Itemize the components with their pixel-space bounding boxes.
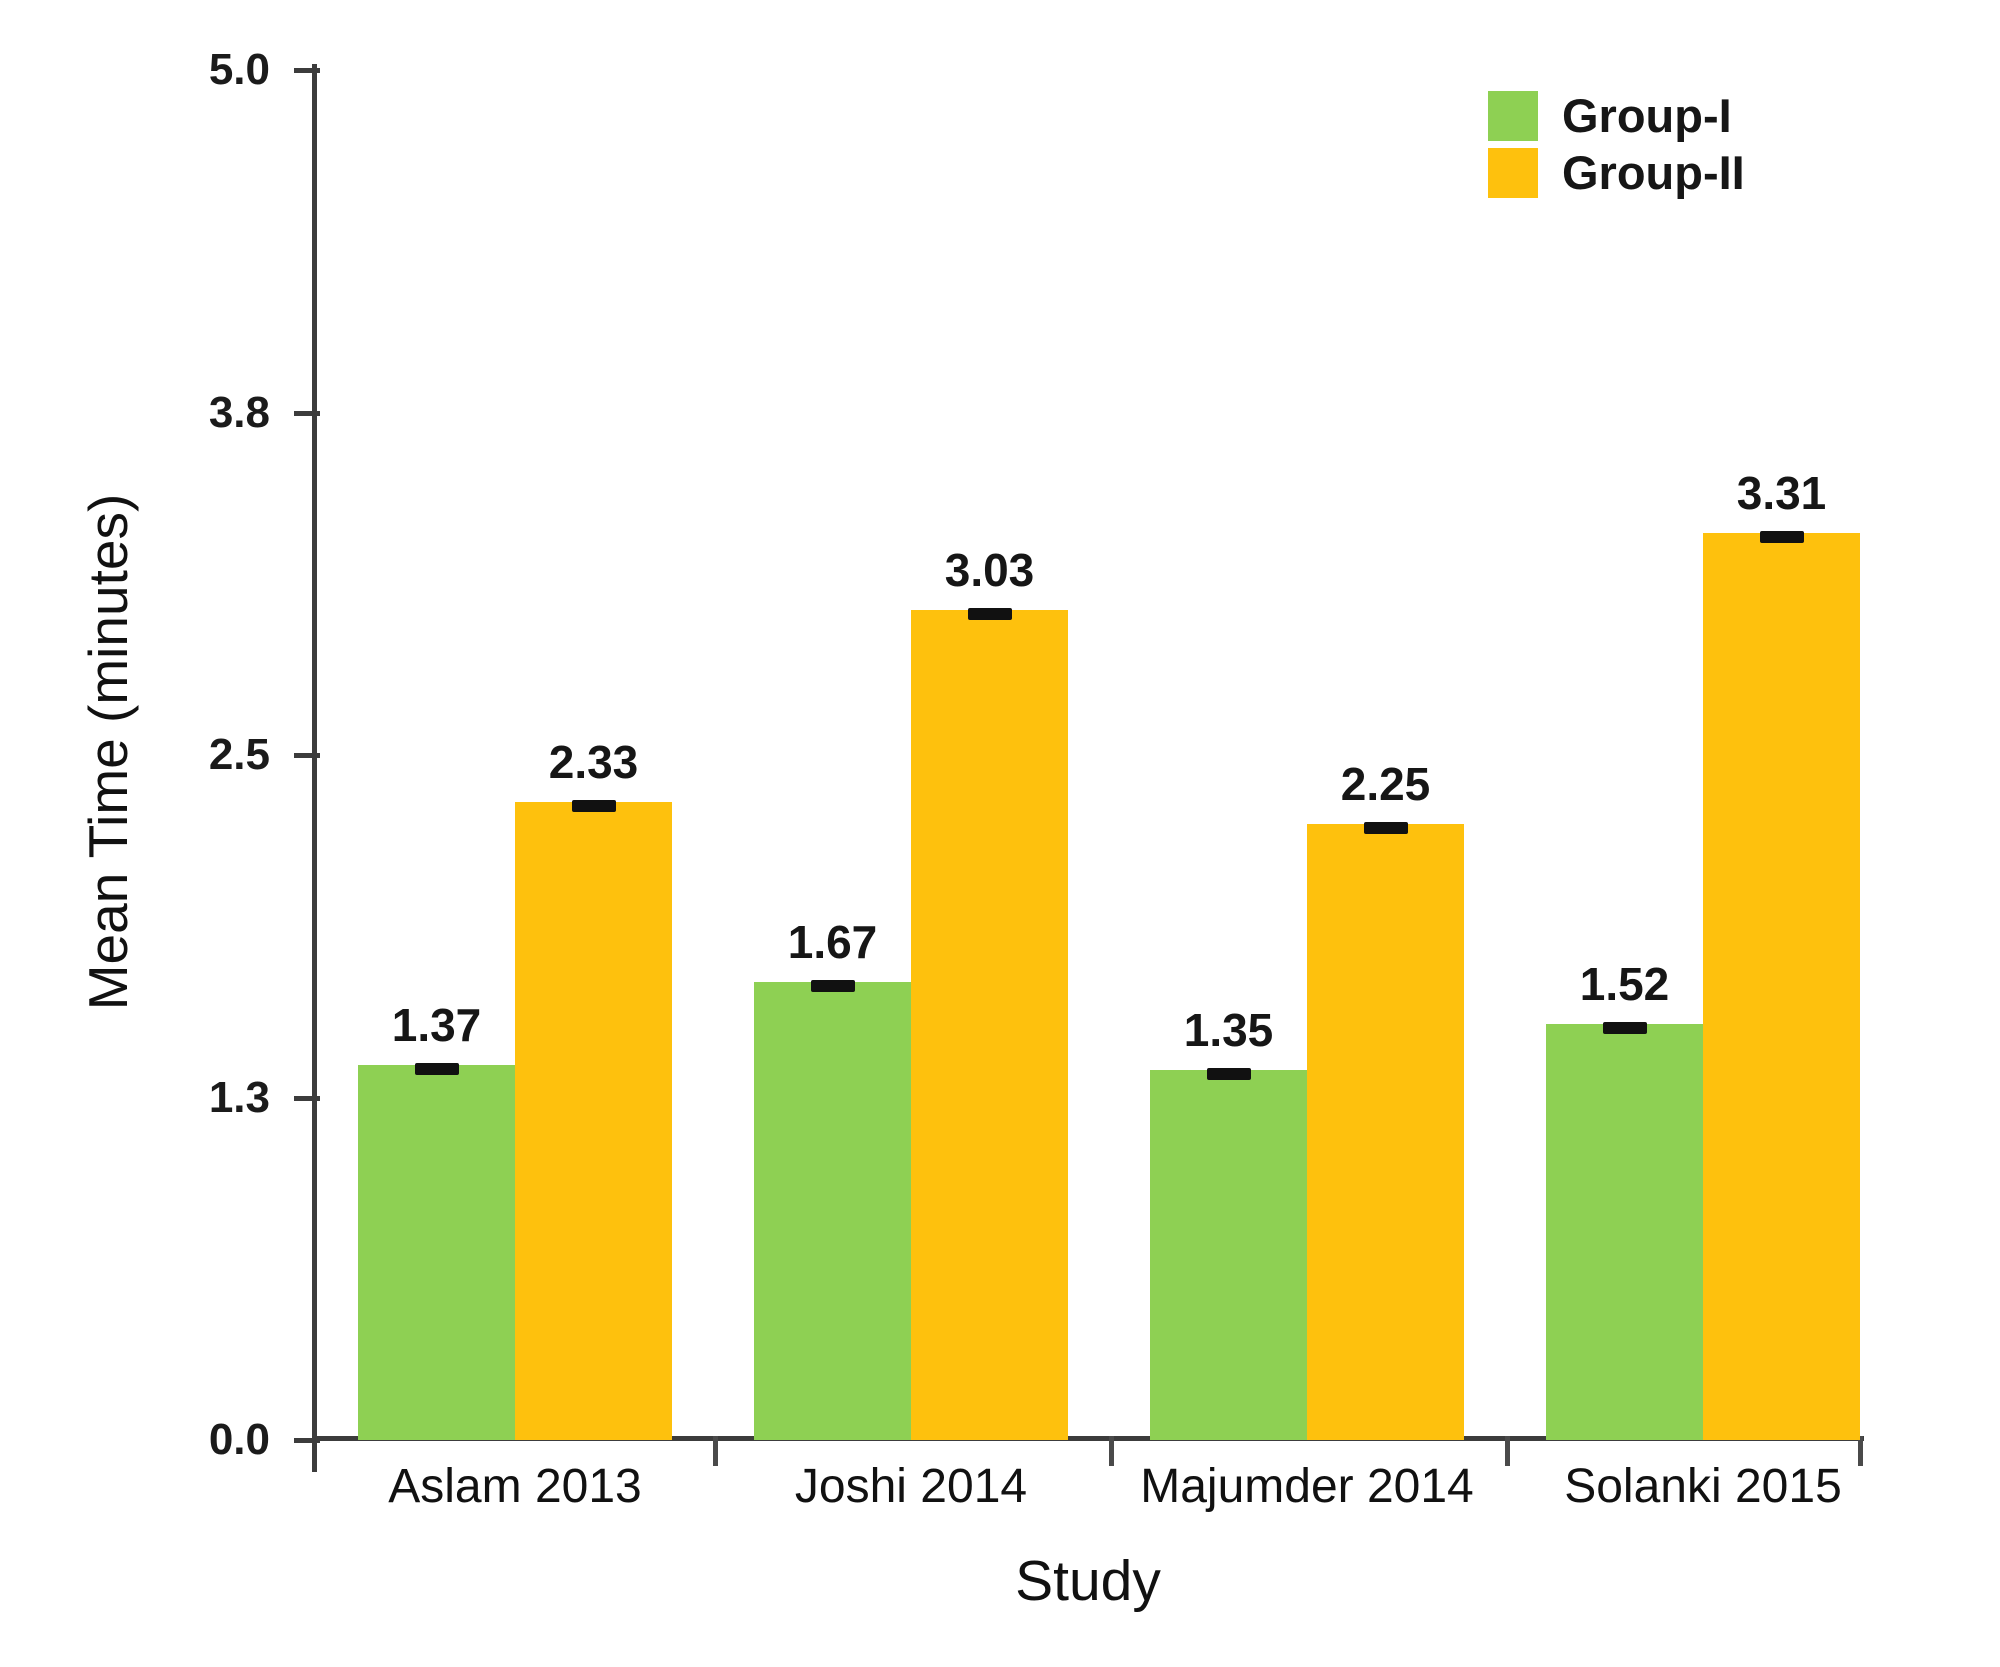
y-tick-0-0 <box>294 1438 320 1443</box>
legend-swatch-group-ii <box>1488 148 1538 198</box>
x-tick-2 <box>1109 1436 1114 1466</box>
legend-item-group-ii: Group-II <box>1488 148 1745 198</box>
bar-group-ii-solanki-2015 <box>1703 533 1860 1440</box>
x-axis-title: Study <box>1015 1549 1161 1613</box>
category-label-joshi-2014: Joshi 2014 <box>794 1460 1028 1513</box>
value-label-group-ii-aslam-2013: 2.33 <box>548 735 639 788</box>
value-label-group-ii-solanki-2015: 3.31 <box>1736 467 1827 520</box>
bar-group-i-aslam-2013 <box>358 1064 515 1440</box>
y-tick-label-2-5: 2.5 <box>208 730 270 779</box>
legend: Group-I Group-II <box>1488 91 1745 198</box>
error-bar-group-ii-solanki-2015 <box>1759 531 1804 544</box>
error-bar-group-ii-aslam-2013 <box>571 799 616 812</box>
error-bar-group-i-aslam-2013 <box>414 1062 459 1075</box>
bar-group-i-joshi-2014 <box>754 982 911 1440</box>
x-tick-end <box>1858 1436 1863 1466</box>
x-axis-line <box>312 1436 1864 1441</box>
legend-label-group-ii: Group-II <box>1562 146 1745 199</box>
legend-label-group-i: Group-I <box>1562 89 1732 142</box>
value-label-group-ii-majumder-2014: 2.25 <box>1340 757 1431 810</box>
y-tick-label-3-8: 3.8 <box>208 387 270 437</box>
error-bar-group-i-joshi-2014 <box>810 980 855 993</box>
error-bar-group-ii-majumder-2014 <box>1363 821 1408 834</box>
value-label-group-i-joshi-2014: 1.67 <box>787 916 878 969</box>
y-tick-2-5 <box>294 753 320 758</box>
y-axis-line <box>312 64 317 1472</box>
bar-group-ii-aslam-2013 <box>515 801 672 1440</box>
value-label-group-i-majumder-2014: 1.35 <box>1183 1004 1274 1057</box>
y-tick-3-8 <box>294 410 320 416</box>
y-tick-5-0 <box>294 68 320 73</box>
y-tick-label-1-3: 1.3 <box>208 1072 270 1122</box>
bar-group-i-solanki-2015 <box>1546 1023 1703 1440</box>
legend-item-group-i: Group-I <box>1488 91 1745 141</box>
value-label-group-i-solanki-2015: 1.52 <box>1579 957 1670 1010</box>
y-tick-1-3 <box>294 1095 320 1101</box>
x-tick-3 <box>1505 1436 1510 1466</box>
bar-group-ii-majumder-2014 <box>1307 823 1464 1440</box>
value-label-group-ii-joshi-2014: 3.03 <box>944 543 1035 596</box>
bar-group-i-majumder-2014 <box>1150 1070 1307 1440</box>
category-label-majumder-2014: Majumder 2014 <box>1140 1460 1474 1513</box>
y-tick-label-0-0: 0.0 <box>208 1415 270 1464</box>
y-tick-label-5-0: 5.0 <box>208 45 270 94</box>
category-label-aslam-2013: Aslam 2013 <box>388 1460 642 1513</box>
bar-group-ii-joshi-2014 <box>911 609 1068 1440</box>
error-bar-group-ii-joshi-2014 <box>967 607 1012 620</box>
legend-swatch-group-i <box>1488 91 1538 141</box>
value-label-group-i-aslam-2013: 1.37 <box>391 998 482 1051</box>
error-bar-group-i-solanki-2015 <box>1602 1021 1647 1034</box>
x-tick-1 <box>713 1436 718 1466</box>
category-label-solanki-2015: Solanki 2015 <box>1564 1460 1842 1513</box>
error-bar-group-i-majumder-2014 <box>1206 1068 1251 1081</box>
